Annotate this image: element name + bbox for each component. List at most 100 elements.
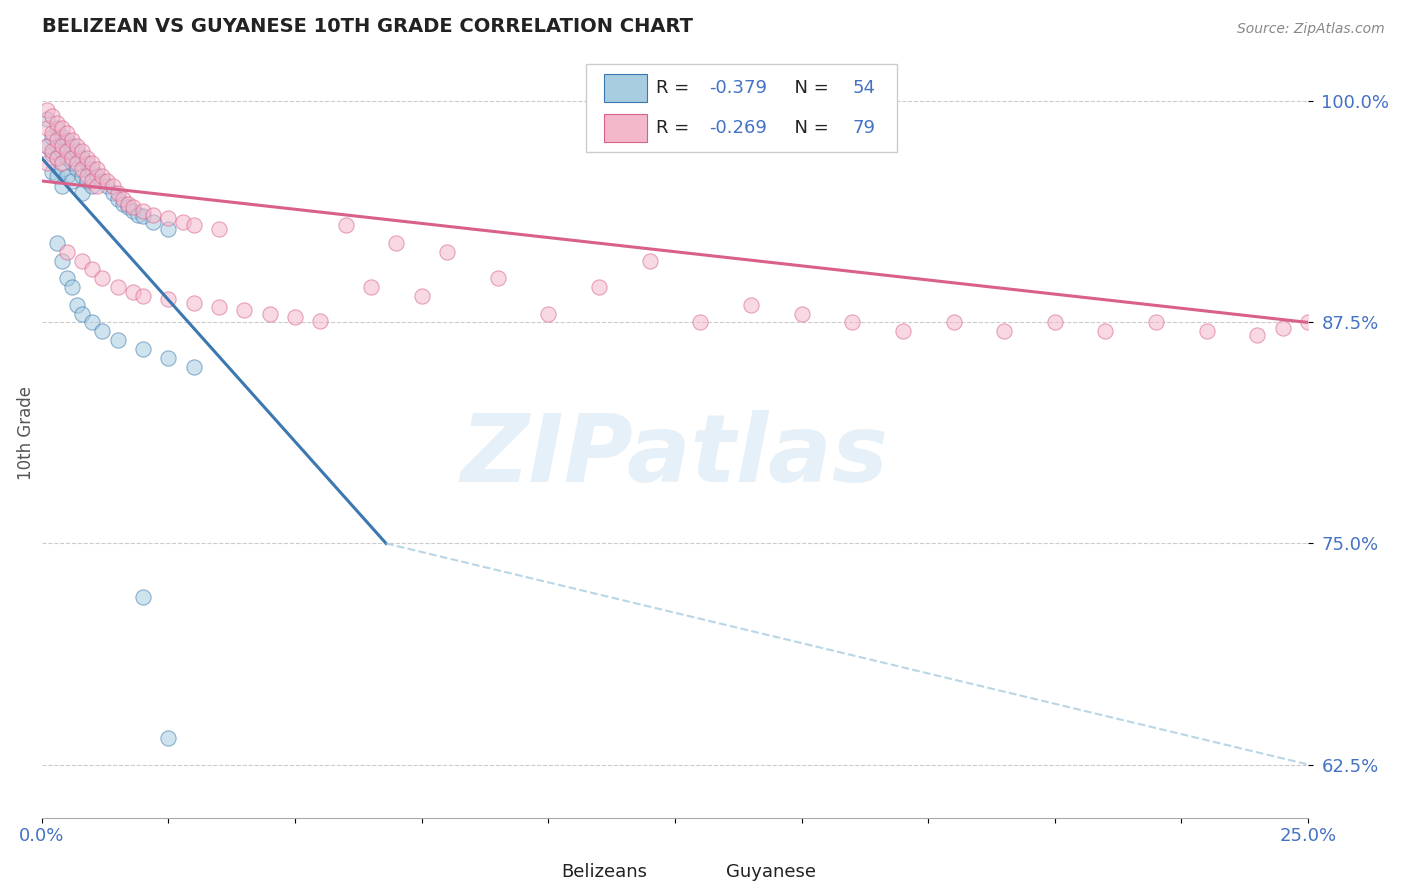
Point (1296, 315, 1319, 329)
Point (45, 138, 67, 153)
Point (121, 201, 143, 215)
Text: ZIPatlas: ZIPatlas (461, 410, 889, 502)
Point (142, 214, 165, 228)
Point (41, 109, 63, 123)
Point (45, 115, 67, 129)
Point (233, 303, 256, 318)
Point (76, 156, 98, 170)
Point (157, 351, 180, 365)
Point (51, 179, 73, 194)
Point (56, 151, 79, 165)
Point (66, 138, 89, 153)
Point (56, 271, 79, 285)
Point (51, 120, 73, 135)
Point (51, 156, 73, 170)
Point (157, 731, 180, 745)
Point (891, 324, 914, 338)
Point (208, 221, 231, 235)
Point (91, 324, 114, 338)
Point (91, 174, 114, 188)
FancyBboxPatch shape (523, 863, 555, 882)
Y-axis label: 10th Grade: 10th Grade (17, 386, 35, 480)
Point (1246, 327, 1268, 342)
Point (86, 169, 108, 183)
Point (82, 262, 104, 277)
Point (1271, 320, 1294, 334)
Point (259, 307, 281, 321)
Point (51, 144, 73, 158)
Point (41, 165, 63, 179)
Point (45, 169, 67, 183)
Point (51, 161, 73, 176)
Point (51, 129, 73, 144)
Point (82, 161, 104, 176)
Point (91, 271, 114, 285)
Point (35, 112, 58, 126)
Point (70, 253, 93, 268)
Point (70, 307, 93, 321)
Point (45, 151, 67, 165)
Point (486, 271, 509, 285)
Point (70, 169, 93, 183)
Point (35, 138, 58, 153)
Point (132, 289, 155, 303)
Point (70, 144, 93, 158)
Point (841, 315, 863, 329)
Point (82, 156, 104, 170)
Point (41, 147, 63, 161)
Point (35, 138, 58, 153)
Point (60, 174, 83, 188)
Point (60, 138, 83, 153)
Text: -0.269: -0.269 (709, 120, 766, 137)
FancyBboxPatch shape (688, 863, 720, 882)
Point (638, 253, 661, 268)
Text: 79: 79 (852, 120, 875, 137)
Point (56, 244, 79, 259)
Point (82, 179, 104, 194)
Point (56, 169, 79, 183)
FancyBboxPatch shape (586, 63, 897, 153)
Point (132, 210, 155, 224)
Point (132, 204, 155, 219)
Point (41, 144, 63, 158)
Point (66, 144, 89, 158)
Point (1144, 315, 1167, 329)
Point (127, 208, 149, 222)
Point (101, 179, 124, 194)
Point (35, 156, 58, 170)
Point (790, 307, 813, 321)
Point (309, 313, 332, 327)
Text: N =: N = (783, 120, 834, 137)
FancyBboxPatch shape (605, 74, 647, 102)
Text: -0.379: -0.379 (709, 78, 768, 96)
Point (66, 161, 89, 176)
Point (360, 280, 382, 294)
Text: N =: N = (783, 78, 834, 96)
Point (35, 103, 58, 118)
Point (41, 129, 63, 144)
Point (1195, 324, 1218, 338)
Point (45, 133, 67, 147)
Point (411, 289, 433, 303)
Text: Guyanese: Guyanese (725, 863, 815, 881)
Point (56, 144, 79, 158)
Point (208, 300, 231, 314)
Point (436, 244, 458, 259)
Point (537, 307, 560, 321)
Point (70, 161, 93, 176)
Point (111, 192, 134, 206)
Point (82, 174, 104, 188)
Point (117, 197, 139, 211)
Point (588, 280, 610, 294)
Point (689, 315, 711, 329)
Point (51, 253, 73, 268)
Point (107, 186, 129, 201)
Point (1043, 315, 1066, 329)
Point (96, 179, 118, 194)
Point (132, 590, 155, 604)
Point (121, 285, 143, 300)
Point (132, 342, 155, 356)
Point (157, 211, 180, 226)
Point (993, 324, 1015, 338)
Point (41, 126, 63, 140)
